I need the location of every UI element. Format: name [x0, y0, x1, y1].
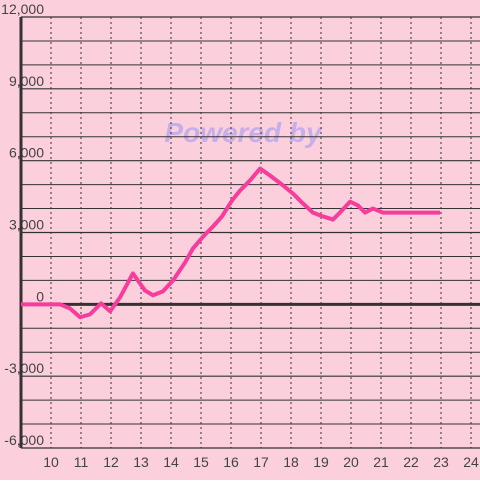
y-tick-label: 6,000 — [9, 145, 44, 161]
x-tick-label: 17 — [253, 454, 269, 470]
watermark: Powered by — [164, 117, 323, 148]
x-tick-label: 21 — [373, 454, 389, 470]
y-tick-label: 12,000 — [1, 1, 44, 17]
line-series — [21, 166, 441, 320]
x-tick-label: 12 — [103, 454, 119, 470]
x-tick-label: 15 — [193, 454, 209, 470]
x-tick-label: 10 — [43, 454, 59, 470]
x-tick-label: 24 — [463, 454, 479, 470]
x-tick-label: 11 — [74, 454, 89, 470]
y-tick-label: 9,000 — [9, 73, 44, 89]
x-tick-label: 19 — [313, 454, 329, 470]
y-tick-label: -3,000 — [4, 360, 44, 376]
y-tick-label: 0 — [36, 288, 44, 304]
x-tick-label: 18 — [283, 454, 299, 470]
x-tick-label: 16 — [223, 454, 239, 470]
y-tick-label: -6,000 — [4, 432, 44, 448]
x-tick-label: 22 — [403, 454, 419, 470]
x-tick-label: 23 — [433, 454, 449, 470]
x-tick-label: 14 — [163, 454, 179, 470]
x-tick-label: 20 — [343, 454, 359, 470]
y-tick-label: 3,000 — [9, 217, 44, 233]
x-tick-label: 13 — [133, 454, 149, 470]
